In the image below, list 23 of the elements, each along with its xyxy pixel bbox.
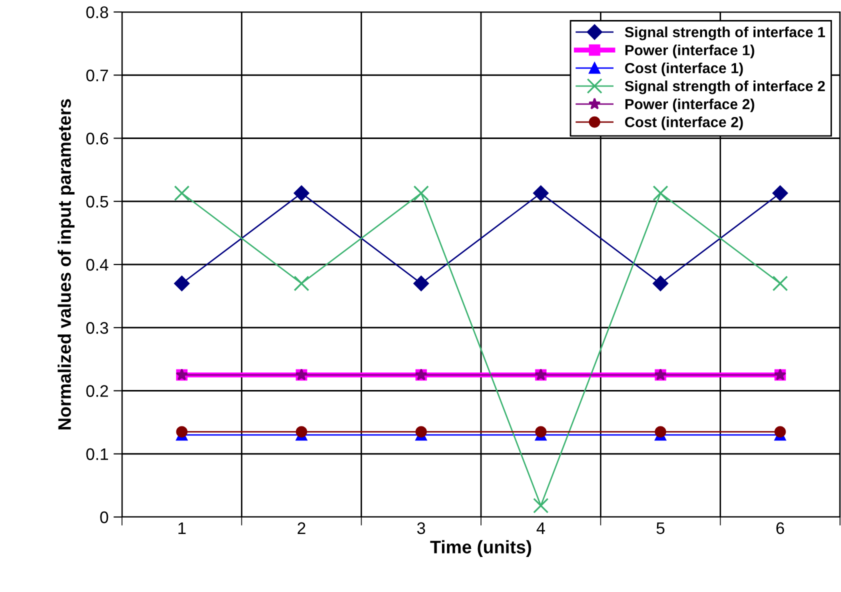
legend-label: Signal strength of interface 2 <box>624 80 825 94</box>
y-tick-label: 0.5 <box>86 196 108 208</box>
x-tick-label: 4 <box>536 522 545 534</box>
x-tick-label: 1 <box>178 522 186 534</box>
legend-label: Cost (interface 1) <box>625 62 743 76</box>
y-tick-label: 0.6 <box>86 132 108 144</box>
y-tick-label: 0.8 <box>86 6 108 18</box>
x-tick-label: 2 <box>298 522 306 534</box>
legend-label: Power (interface 2) <box>625 98 754 112</box>
y-tick-label: 0.1 <box>86 448 108 460</box>
y-axis-title: Normalized values of input parameters <box>58 99 75 430</box>
x-tick-label: 3 <box>417 522 426 534</box>
y-tick-label: 0.2 <box>86 385 108 397</box>
y-tick-label: 0 <box>100 511 108 524</box>
legend-label: Power (interface 1) <box>625 44 754 58</box>
x-axis-title: Time (units) <box>430 540 532 558</box>
legend-label: Cost (interface 2) <box>625 116 743 130</box>
legend-label: Signal strength of interface 1 <box>624 26 826 40</box>
x-tick-label: 5 <box>656 522 664 534</box>
y-tick-label: 0.3 <box>86 322 108 334</box>
y-tick-label: 0.7 <box>86 70 108 82</box>
x-tick-label: 6 <box>776 522 784 534</box>
y-tick-label: 0.4 <box>86 258 108 271</box>
